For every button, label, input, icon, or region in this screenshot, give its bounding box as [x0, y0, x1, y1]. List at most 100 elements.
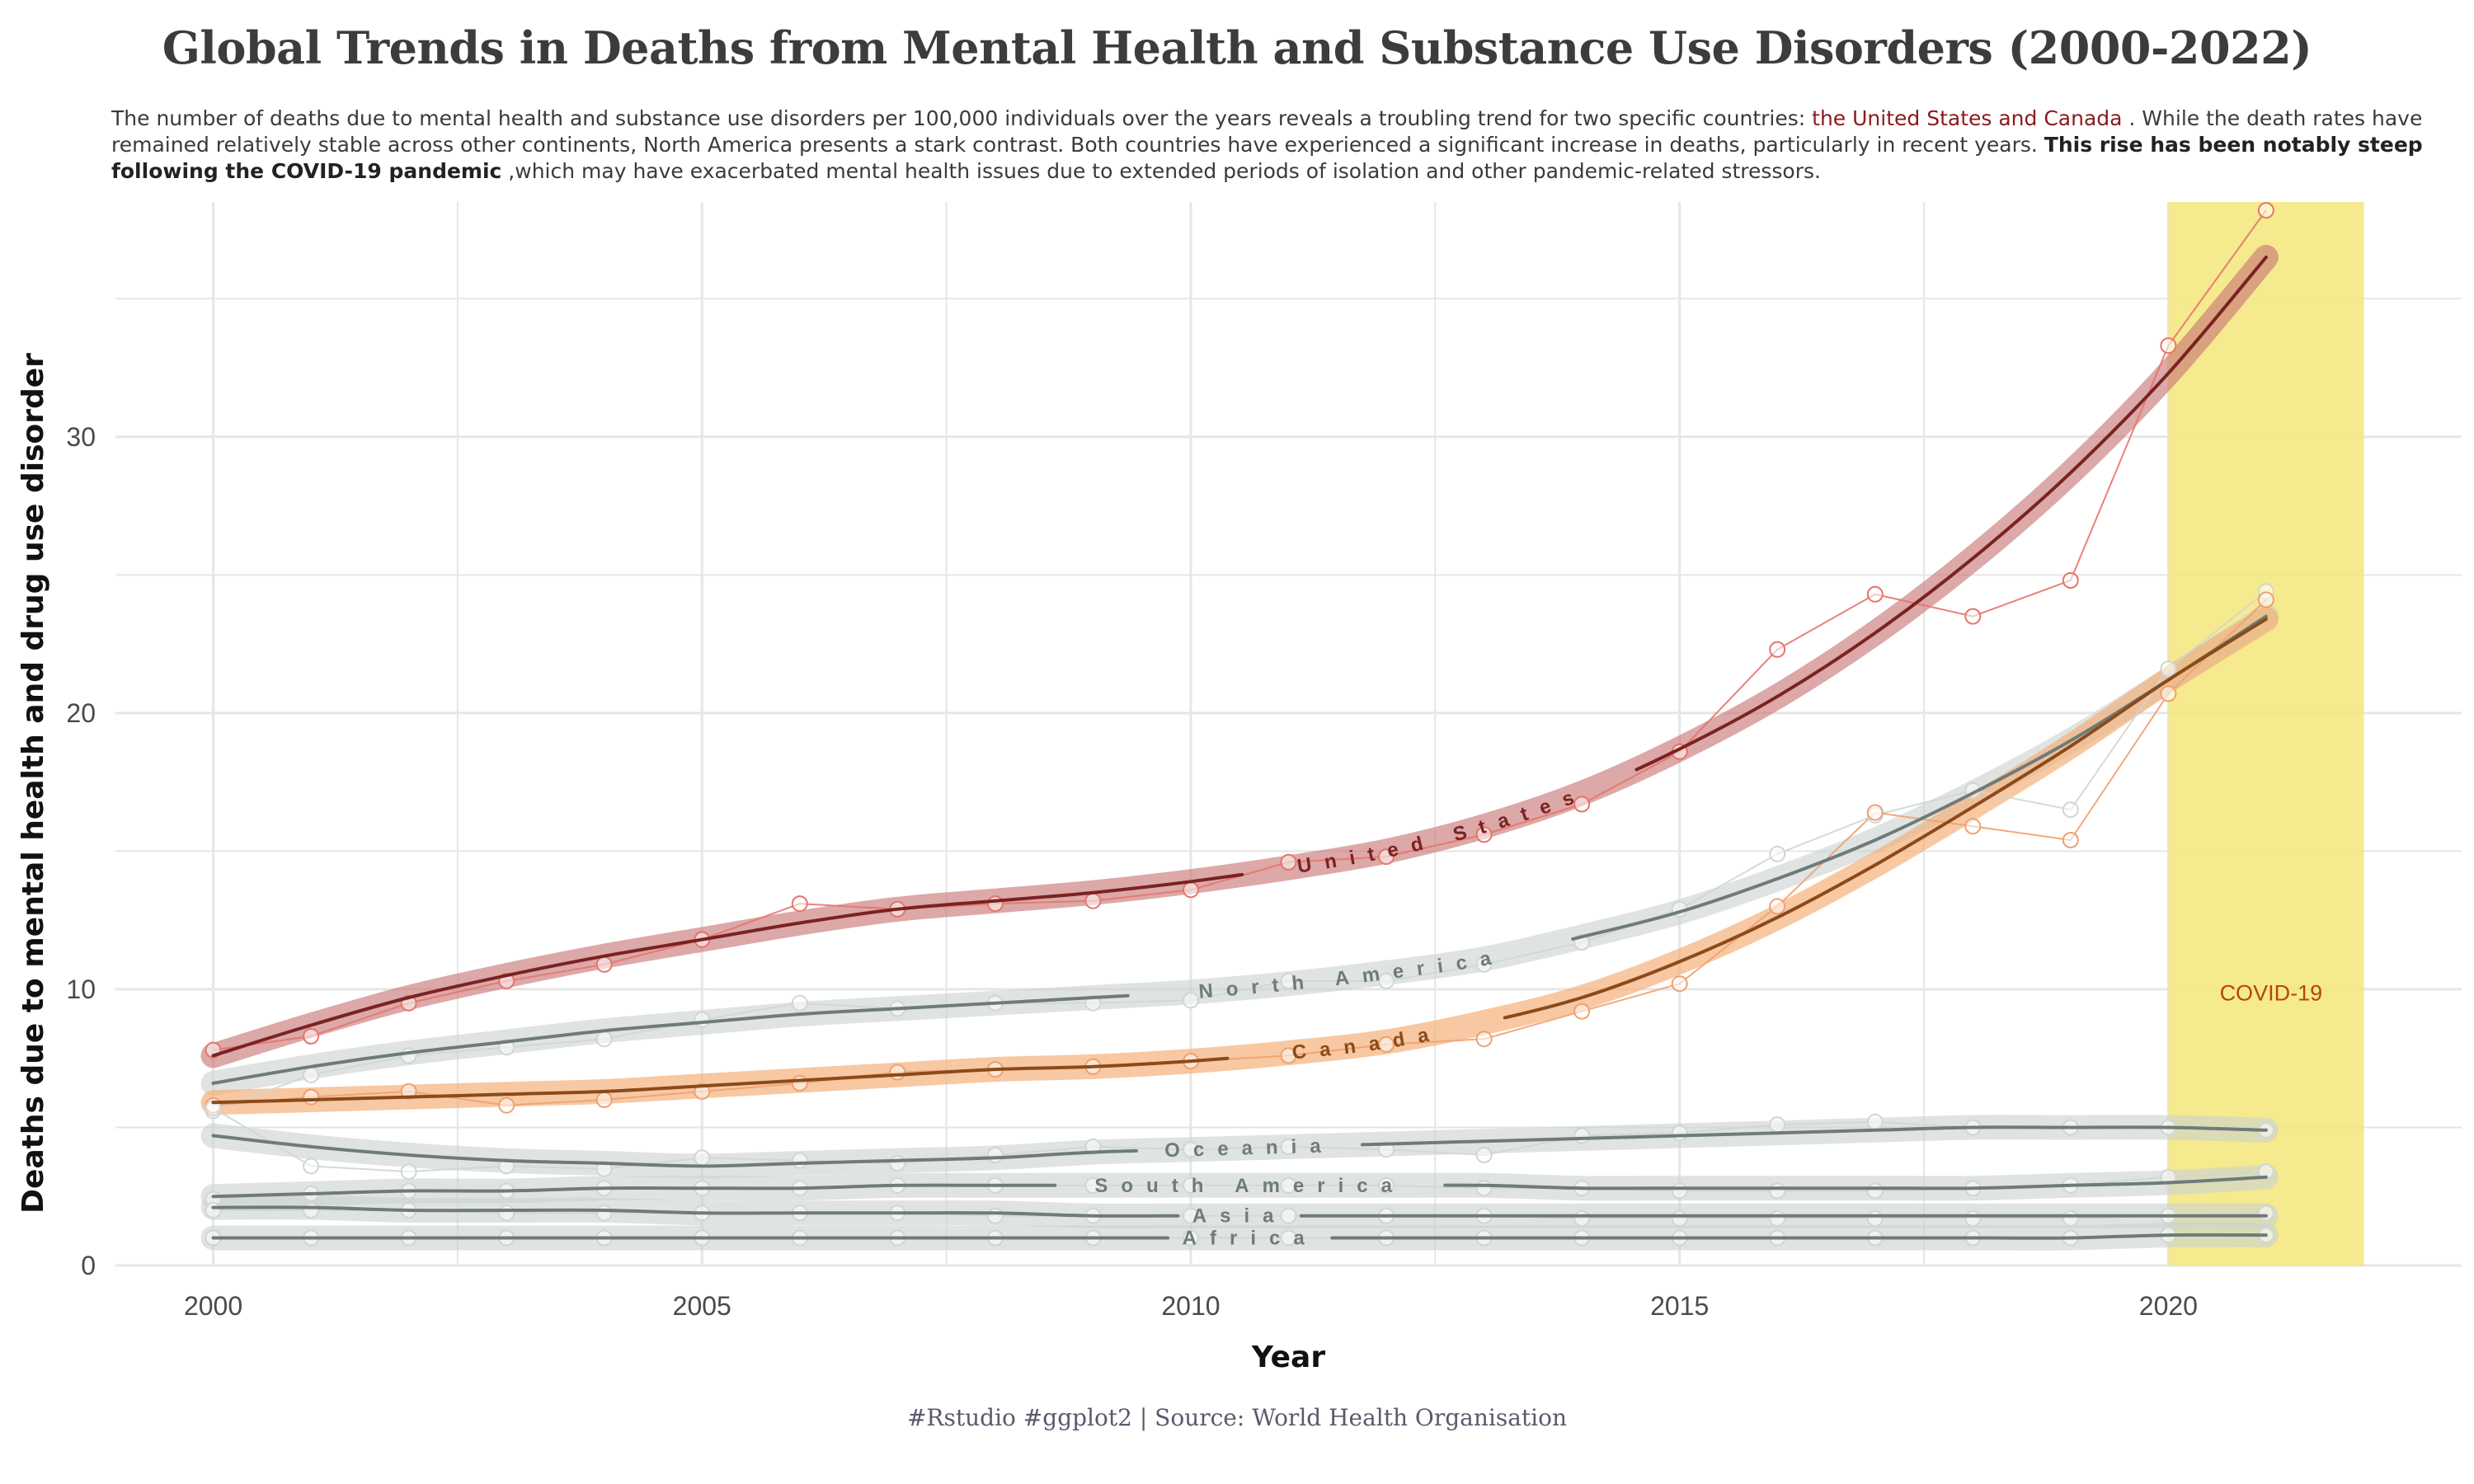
smooth-line-north-america: [211, 614, 2268, 1085]
data-point: [791, 1074, 808, 1092]
data-point: [1964, 1210, 1982, 1227]
y-tick-label: 20: [66, 698, 96, 728]
data-point: [1280, 1207, 1297, 1224]
data-point: [498, 1205, 515, 1222]
data-point: [400, 1082, 417, 1100]
data-point: [986, 1207, 1004, 1224]
series-label-text: Oceania: [1164, 1134, 1321, 1162]
data-point: [2062, 572, 2079, 589]
data-point: [1573, 1210, 1591, 1227]
series-label-text: North America: [1197, 945, 1492, 1003]
series-label: Oceania: [1164, 1134, 1334, 1162]
smooth-line-africa: [211, 1233, 2268, 1240]
data-point: [1573, 796, 1591, 813]
data-point: [1084, 1176, 1102, 1194]
raw-line-united-states: [213, 209, 2267, 1051]
data-point: [303, 1158, 320, 1175]
data-point: [1769, 1210, 1786, 1227]
smooth-lines: [211, 256, 2268, 1240]
data-point: [1866, 1210, 1884, 1227]
y-axis-title: Deaths due to mental health and drug use…: [16, 353, 50, 1214]
data-point: [1183, 992, 1199, 1009]
data-point: [1183, 881, 1199, 899]
data-point: [1671, 1125, 1688, 1142]
data-point: [1573, 1003, 1591, 1020]
data-point: [2062, 801, 2079, 819]
series-label: North America: [1197, 945, 1505, 1003]
label-path: [214, 257, 2266, 1055]
data-point: [1280, 1047, 1297, 1064]
series-label: Asia: [1192, 1205, 1287, 1228]
raw-line-north-america: [213, 590, 2267, 1112]
data-point: [889, 1064, 906, 1081]
series-label: Africa: [1183, 1228, 1318, 1250]
data-point: [986, 895, 1004, 913]
chart-subtitle: The number of deaths due to mental healt…: [111, 106, 2453, 185]
data-point: [498, 1097, 515, 1114]
data-point: [2160, 685, 2177, 702]
series-label-text: United States: [1296, 782, 1576, 877]
data-point: [791, 994, 808, 1012]
subtitle-text-2: . While the death rates have remained re…: [111, 106, 2423, 157]
data-point: [595, 956, 613, 973]
data-point: [1378, 972, 1395, 989]
data-point: [1866, 1182, 1884, 1200]
covid-label: COVID-19: [2220, 980, 2323, 1005]
y-tick-label: 0: [81, 1251, 96, 1280]
raw-line-canada: [213, 599, 2267, 1106]
data-points: [205, 202, 2274, 1247]
series-label-text: Canada: [1291, 1021, 1431, 1064]
covid-band: COVID-19: [2168, 202, 2364, 1266]
data-point: [1866, 804, 1884, 821]
band-north-america: [200, 603, 2279, 1096]
raw-line-asia: [213, 1209, 2266, 1219]
data-point: [595, 1160, 613, 1177]
data-point: [1769, 898, 1786, 915]
data-point: [1475, 826, 1493, 843]
data-point: [1280, 1138, 1297, 1155]
data-point: [1769, 1182, 1786, 1200]
data-point: [2257, 202, 2274, 219]
data-point: [1280, 1176, 1297, 1194]
data-point: [1475, 1147, 1493, 1163]
data-point: [2062, 1210, 2079, 1227]
data-point: [2257, 591, 2274, 608]
data-point: [303, 1027, 320, 1045]
data-point: [1769, 845, 1786, 862]
data-point: [1084, 892, 1102, 909]
data-point: [1475, 956, 1493, 973]
smooth-line-canada: [211, 617, 2268, 1105]
data-point: [1964, 818, 1982, 835]
data-point: [1183, 1141, 1199, 1158]
data-point: [1280, 853, 1297, 871]
data-point: [1084, 1138, 1102, 1155]
series-label: South America: [1094, 1175, 1405, 1197]
data-point: [1378, 1036, 1395, 1053]
series-label-text: Africa: [1183, 1228, 1305, 1250]
data-point: [400, 1163, 417, 1181]
data-point: [1280, 972, 1297, 989]
data-point: [1183, 1207, 1199, 1224]
data-point: [1671, 975, 1688, 993]
smooth-line-asia: [211, 1205, 2268, 1218]
axes: 0 10 20 30 2000 2005 2010 2015 2020 Year Deaths du…: [16, 353, 2198, 1374]
x-tick-label: 2015: [1650, 1291, 1709, 1321]
smooth-line-south-america: [211, 1175, 2268, 1199]
subtitle-bold: This rise has been notably steep followi…: [111, 133, 2423, 183]
data-point: [2062, 832, 2079, 848]
data-point: [1866, 1113, 1884, 1130]
chart-title: Global Trends in Deaths from Mental Heal…: [162, 21, 2312, 74]
smooth-line-united-states: [211, 256, 2268, 1058]
subtitle-text-3: ,which may have exacerbated mental healt…: [501, 159, 1821, 183]
covid-rect: [2168, 202, 2364, 1266]
data-point: [205, 1202, 222, 1219]
data-point: [2160, 660, 2177, 678]
band-united-states: [200, 245, 2279, 1068]
data-point: [595, 1031, 613, 1048]
data-point: [1183, 1229, 1199, 1247]
data-point: [1378, 848, 1395, 866]
subtitle-highlight: the United States and Canada: [1812, 106, 2123, 130]
data-point: [1475, 1180, 1493, 1197]
data-point: [2257, 1205, 2274, 1222]
